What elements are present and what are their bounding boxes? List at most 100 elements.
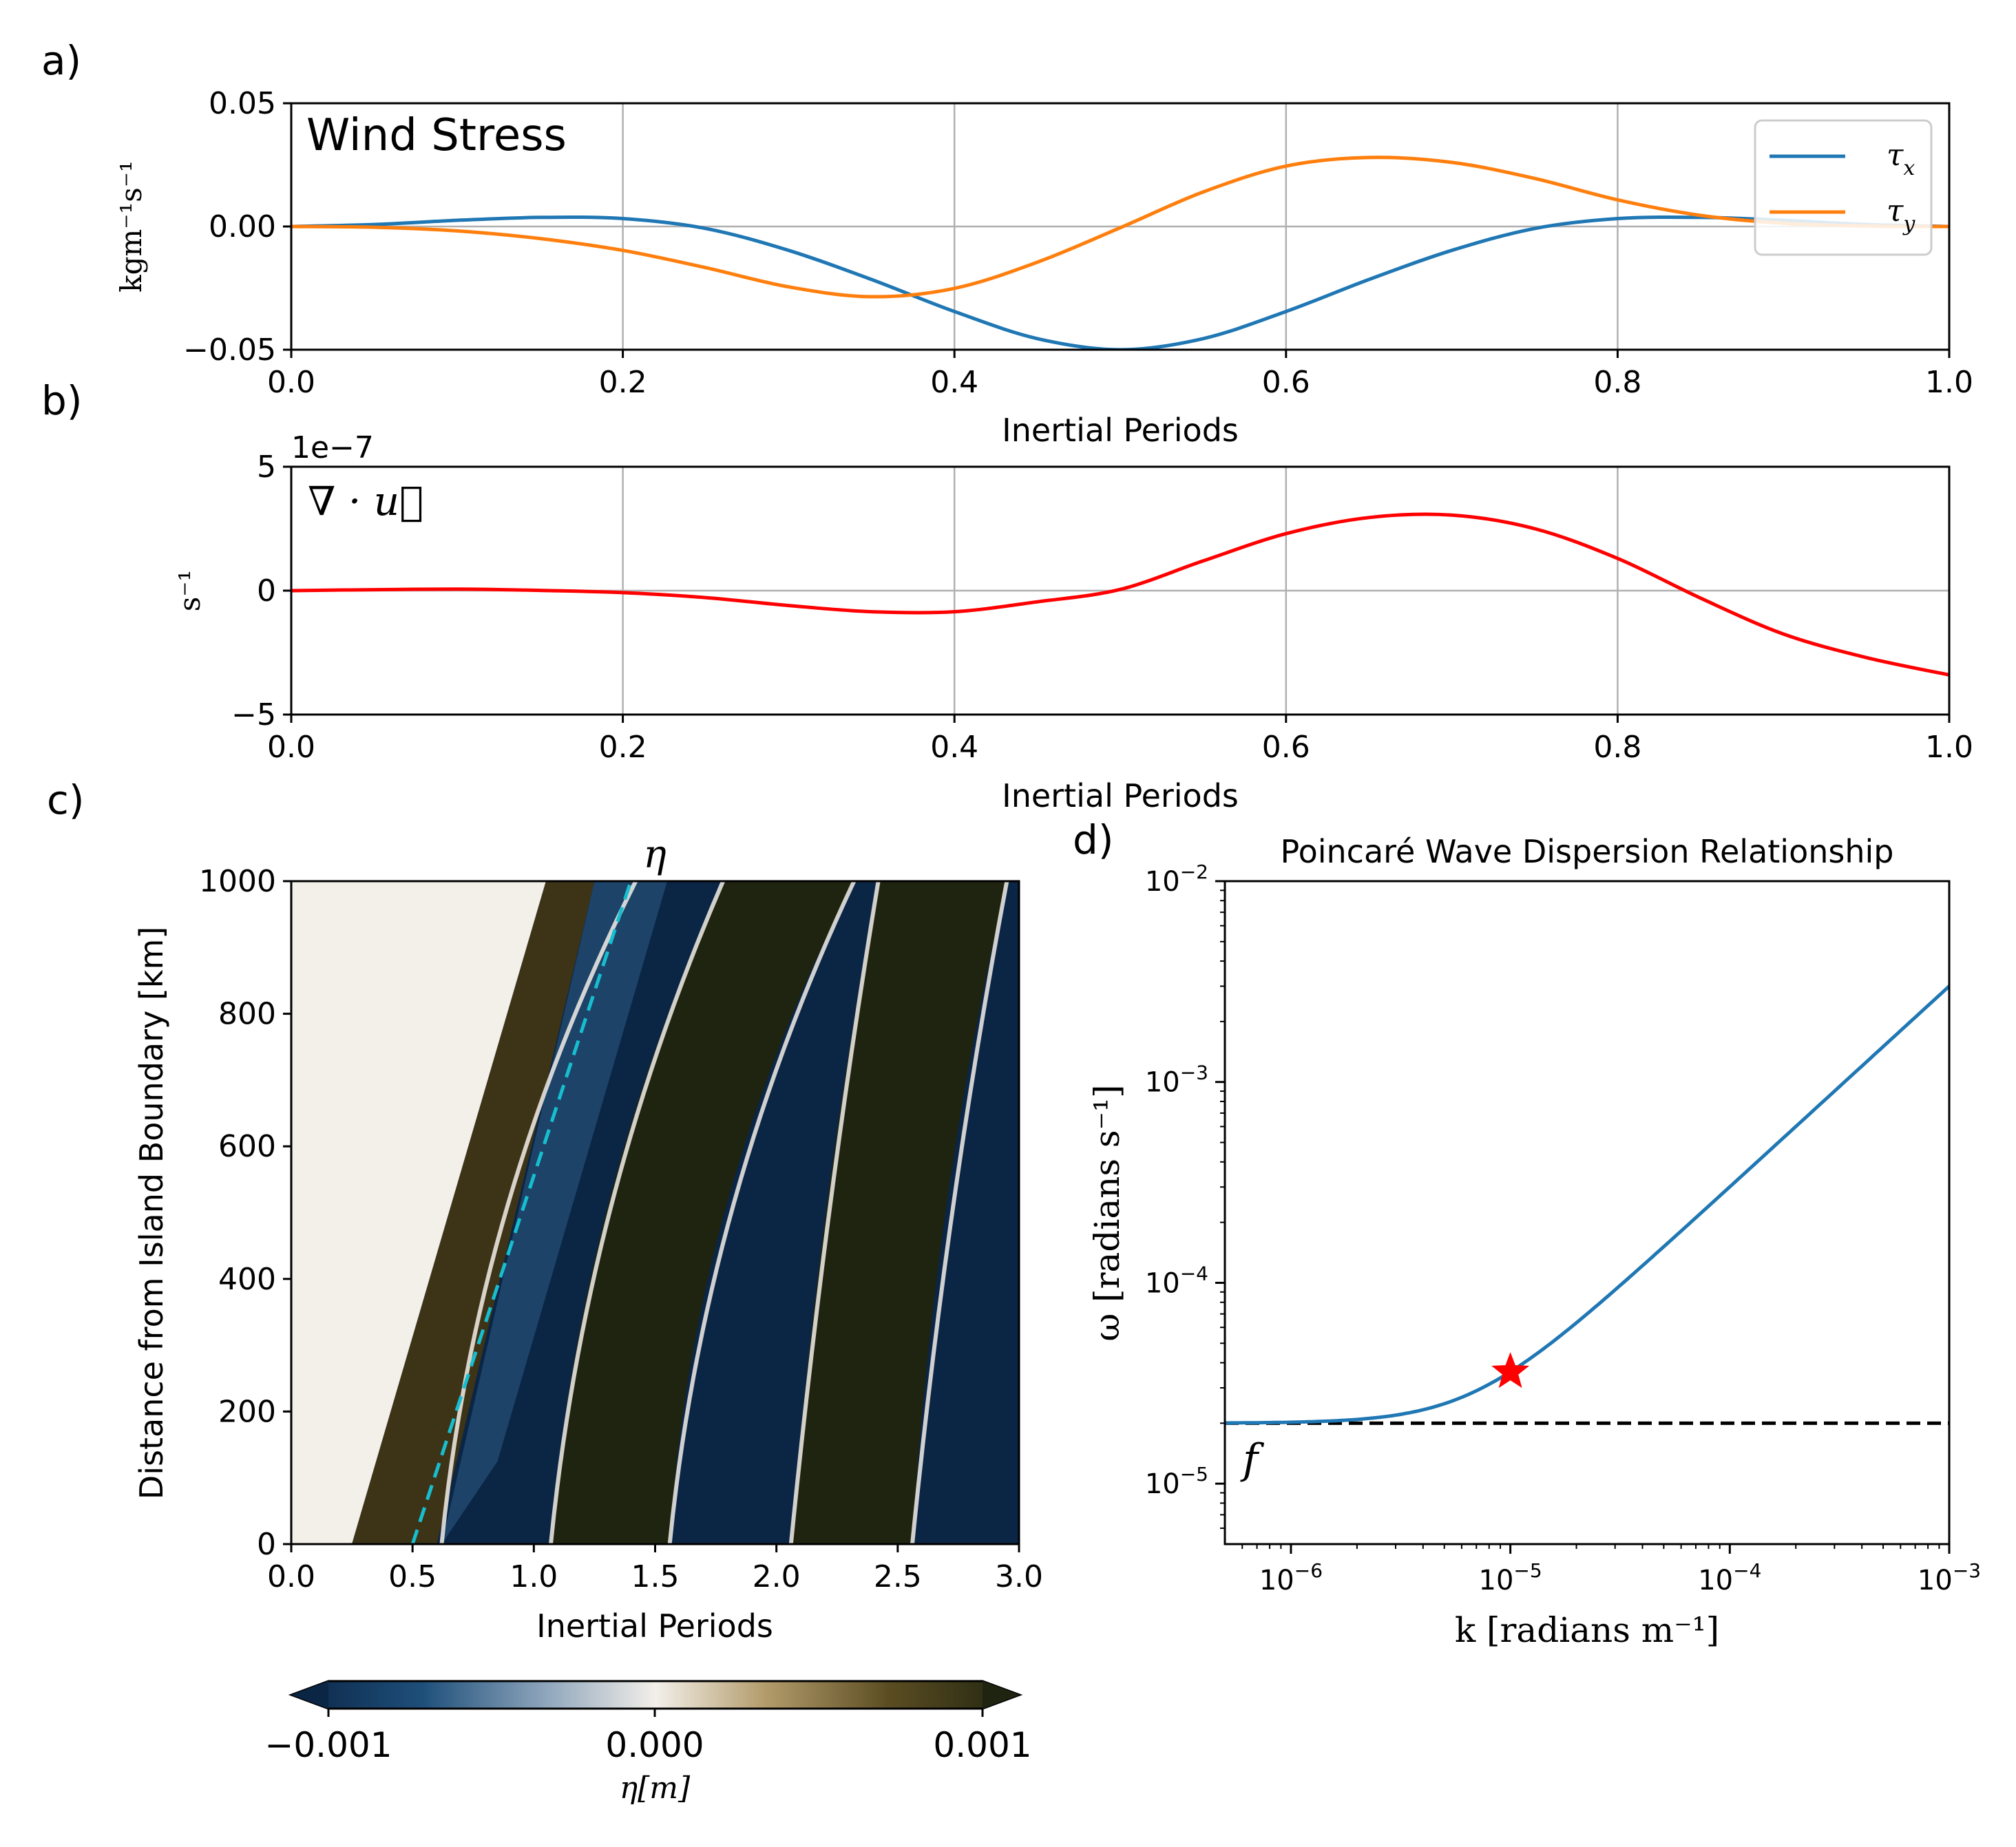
panel-letter-d: d) <box>1073 816 1113 863</box>
legend-label-tau-y: τy <box>1887 193 1915 236</box>
x-tick-label: 0.6 <box>1262 365 1310 400</box>
x-tick-label: 0.5 <box>388 1559 437 1594</box>
colorbar: −0.001 0.000 0.001 η[m] <box>264 1680 1032 1806</box>
colorbar-extend-max <box>983 1681 1020 1709</box>
y-tick-label: 0 <box>257 1527 276 1562</box>
panel-a-legend: τx τy <box>1754 119 1933 256</box>
x-tick-label: 0.0 <box>267 365 315 400</box>
panel-d-series <box>1225 984 1949 1425</box>
panel-d-ylabel: ω [radians s⁻¹] <box>1087 1084 1127 1341</box>
x-tick-label: 2.0 <box>753 1559 801 1594</box>
colorbar-ticks: −0.001 0.000 0.001 <box>264 1709 1032 1765</box>
colorbar-label: η[m] <box>620 1771 691 1806</box>
colorbar-tick-label: −0.001 <box>264 1725 392 1765</box>
f-label: f <box>1240 1435 1265 1484</box>
x-tick-label: 3.0 <box>995 1559 1043 1594</box>
x-tick-label: 0.0 <box>267 1559 315 1594</box>
y-tick-label: 1000 <box>199 864 276 899</box>
y-tick-label: −5 <box>231 697 276 732</box>
y-tick-label: 400 <box>218 1262 276 1297</box>
panel-b-xlabel: Inertial Periods <box>1002 777 1239 814</box>
legend-box <box>1754 119 1933 256</box>
heatmap <box>291 881 1019 1544</box>
heatmap-positive-band <box>352 881 595 1544</box>
panel-letter-c: c) <box>47 777 85 823</box>
heatmap-zero-contour-3 <box>788 881 881 1544</box>
panel-letter-a: a) <box>41 37 81 84</box>
panel-a-ticks: 0.0 0.2 0.4 0.6 0.8 1.0 0.05 0.00 −0.05 <box>183 86 1973 400</box>
panel-a: a) 0.0 0.2 0.4 0.6 0.8 1.0 0.05 0.00 −0.05 Wind … <box>41 37 1973 449</box>
x-tick-label: 10−3 <box>1918 1559 1981 1596</box>
series-line-0 <box>291 215 1949 350</box>
panel-a-series <box>291 156 1949 350</box>
panel-b: b) 0.0 0.2 0.4 0.6 0.8 1.0 5 0 −5 1e−7 ∇ · u⃗ In… <box>41 377 1973 814</box>
x-tick-label: 2.5 <box>874 1559 922 1594</box>
x-tick-label: 10−5 <box>1479 1559 1542 1596</box>
heatmap-bands <box>291 881 1009 1544</box>
panel-b-ticks: 0.0 0.2 0.4 0.6 0.8 1.0 5 0 −5 <box>231 450 1973 765</box>
heatmap-negative-transition <box>441 881 668 1544</box>
x-tick-label: 0.0 <box>267 730 315 765</box>
heatmap-zero-contour-1 <box>549 881 725 1544</box>
legend-label-tau-x: τx <box>1887 138 1915 180</box>
dispersion-curve <box>1225 984 1949 1425</box>
x-tick-label: 1.0 <box>510 1559 558 1594</box>
y-tick-label: 200 <box>218 1394 276 1429</box>
x-tick-label: 10−4 <box>1698 1559 1761 1596</box>
panel-a-xlabel: Inertial Periods <box>1002 412 1239 449</box>
wind-stress-label: Wind Stress <box>306 110 567 161</box>
panel-d-xlabel: k [radians m⁻¹] <box>1455 1610 1719 1650</box>
x-tick-label: 0.8 <box>1593 730 1641 765</box>
y-tick-label: 10−3 <box>1145 1062 1208 1099</box>
panel-c-ticks: 0.0 0.5 1.0 1.5 2.0 2.5 3.0 1000 800 600 400 200 0 <box>199 864 1043 1594</box>
x-tick-label: 1.0 <box>1925 730 1973 765</box>
x-tick-label: 1.5 <box>631 1559 680 1594</box>
panel-b-offset-text: 1e−7 <box>291 430 374 465</box>
heatmap-olive-band-1 <box>790 881 1007 1544</box>
panel-d-frame <box>1224 880 1951 1545</box>
panel-c-xlabel: Inertial Periods <box>536 1607 773 1645</box>
x-tick-label: 1.0 <box>1925 365 1973 400</box>
y-tick-label: −0.05 <box>183 333 276 368</box>
panel-c: c) η 0.0 0.5 1.0 1.5 2.0 2.5 3.0 1000 800 600 400 2… <box>47 777 1043 1806</box>
panel-d-title: Poincaré Wave Dispersion Relationship <box>1281 833 1894 870</box>
x-tick-label: 0.4 <box>930 365 978 400</box>
x-tick-label: 0.2 <box>599 730 647 765</box>
heatmap-quiet-region <box>291 881 546 1544</box>
x-tick-label: 0.6 <box>1262 730 1310 765</box>
heatmap-zero-contour-0 <box>439 881 638 1544</box>
y-tick-label: 10−4 <box>1145 1262 1208 1299</box>
divergence-label: ∇ · u⃗ <box>308 478 423 525</box>
y-tick-label: 0 <box>257 573 276 609</box>
panel-b-ylabel: s⁻¹ <box>173 570 207 612</box>
y-tick-label: 0.00 <box>209 209 276 244</box>
selected-wavenumber-marker <box>1491 1352 1530 1389</box>
panel-a-ylabel: kgm⁻¹s⁻¹ <box>114 160 148 293</box>
colorbar-tick-label: 0.001 <box>933 1725 1031 1765</box>
heatmap-zero-contour-4 <box>910 881 1009 1544</box>
panel-letter-b: b) <box>41 377 82 424</box>
x-tick-label: 0.2 <box>599 365 647 400</box>
x-tick-label: 0.8 <box>1593 365 1641 400</box>
heatmap-olive-band-0 <box>550 881 854 1544</box>
colorbar-tick-label: 0.000 <box>605 1725 704 1765</box>
panel-d-ticks: 10−6 10−5 10−4 10−3 10−2 10−3 10−4 10−5 <box>1145 861 1981 1596</box>
colorbar-extend-min <box>291 1681 328 1709</box>
colorbar-bar <box>288 1680 1023 1710</box>
panel-d: d) Poincaré Wave Dispersion Relationship… <box>1073 816 1981 1650</box>
x-tick-label: 10−6 <box>1259 1559 1323 1596</box>
y-tick-label: 10−2 <box>1145 861 1208 898</box>
x-tick-label: 0.4 <box>930 730 978 765</box>
y-tick-label: 800 <box>218 997 276 1032</box>
y-tick-label: 5 <box>257 450 276 485</box>
series-line-0 <box>291 512 1949 677</box>
heatmap-zero-contour-2 <box>667 881 857 1544</box>
y-tick-label: 0.05 <box>209 86 276 121</box>
y-tick-label: 600 <box>218 1129 276 1164</box>
series-line-1 <box>291 156 1949 299</box>
panel-c-title: η <box>643 832 666 877</box>
y-tick-label: 10−5 <box>1145 1463 1208 1500</box>
panel-b-series <box>291 512 1949 677</box>
panel-c-ylabel: Distance from Island Boundary [km] <box>133 927 170 1499</box>
